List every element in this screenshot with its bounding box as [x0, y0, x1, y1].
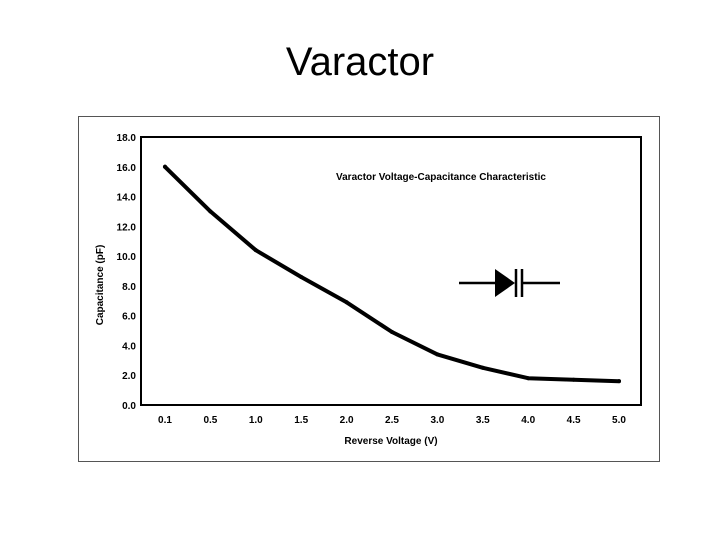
data-point	[571, 377, 576, 382]
x-axis-label: Reverse Voltage (V)	[344, 436, 437, 447]
y-tick-label: 2.0	[122, 371, 136, 382]
data-points	[163, 164, 621, 384]
plot-area	[140, 136, 642, 406]
y-tick-label: 12.0	[117, 222, 137, 233]
data-point	[344, 300, 349, 305]
x-tick-labels: 0.1 0.5 1.0 1.5 2.0 2.5 3.0 3.5 4.0 4.5 5.0	[158, 415, 626, 426]
y-tick-label: 8.0	[122, 282, 136, 293]
y-tick-label: 14.0	[117, 193, 137, 204]
data-point	[299, 274, 304, 279]
varactor-chart: 0.02.04.06.08.010.012.014.016.018.0 0.1 0…	[95, 133, 642, 447]
x-tick-label: 5.0	[612, 415, 626, 426]
data-point	[253, 248, 258, 253]
x-tick-label: 0.5	[203, 415, 217, 426]
data-point	[480, 365, 485, 370]
slide-title: Varactor	[285, 40, 435, 84]
x-tick-label: 2.5	[385, 415, 399, 426]
x-tick-label: 1.0	[249, 415, 263, 426]
chart-frame: 0.0 2.0 4.0 6.0 8.0 10.0 12.0 14.0 16.0 18.0 0.1 0…	[78, 116, 660, 462]
x-tick-label: 3.5	[476, 415, 490, 426]
data-point	[390, 330, 394, 335]
y-tick-labels: 0.0 2.0 4.0 6.0 8.0 10.0 12.0 14.0 16.0 18.0	[117, 133, 137, 412]
data-point	[526, 376, 531, 381]
data-point	[435, 352, 440, 357]
y-axis-label: Capacitance (pF)	[95, 245, 106, 326]
x-tick-label: 4.0	[521, 415, 535, 426]
y-tick-label: 6.0	[122, 312, 136, 323]
x-tick-label: 3.0	[430, 415, 444, 426]
chart-title: Varactor Voltage-Capacitance Characteris…	[336, 172, 546, 183]
x-tick-label: 2.0	[340, 415, 354, 426]
varactor-diode-icon	[459, 269, 560, 297]
data-point	[163, 164, 167, 169]
y-tick-label: 4.0	[122, 341, 136, 352]
y-tick-label: 0.0	[122, 401, 136, 412]
capacitance-series-line	[163, 164, 621, 384]
x-tick-label: 4.5	[567, 415, 581, 426]
data-point	[208, 209, 213, 214]
y-tick-label: 18.0	[117, 133, 137, 144]
y-tick-label: 10.0	[117, 252, 137, 263]
data-point	[617, 379, 621, 384]
x-tick-label: 1.5	[294, 415, 308, 426]
y-tick-label: 16.0	[117, 163, 137, 174]
x-tick-label: 0.1	[158, 415, 172, 426]
